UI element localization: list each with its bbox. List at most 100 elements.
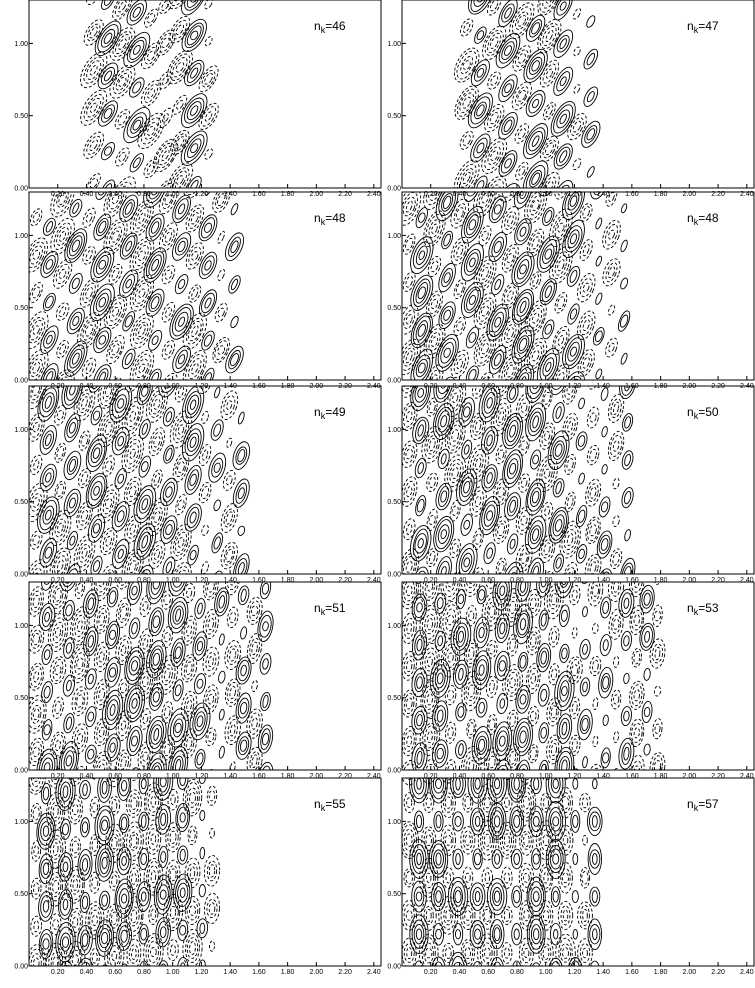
contour-line xyxy=(500,78,517,99)
contour-line xyxy=(427,618,434,630)
contour-line xyxy=(558,718,570,740)
contour-line xyxy=(457,203,488,245)
contour-line xyxy=(474,420,482,433)
contour-line xyxy=(555,481,563,494)
contour-line xyxy=(53,805,59,818)
contour-line xyxy=(534,778,539,790)
contour-line xyxy=(568,735,581,756)
contour-line xyxy=(467,131,495,165)
contour-line xyxy=(545,734,563,764)
contour-line xyxy=(592,697,598,709)
contour-line xyxy=(170,906,176,919)
contour-line xyxy=(113,544,129,565)
contour-line xyxy=(488,644,495,654)
contour-line xyxy=(499,115,517,137)
contour-line xyxy=(68,497,76,508)
contour-line xyxy=(451,543,459,554)
contour-line xyxy=(94,371,123,411)
contour-line xyxy=(457,279,488,320)
contour-line xyxy=(158,809,168,830)
contour-line xyxy=(495,148,520,179)
contour-line xyxy=(514,815,520,827)
contour-line xyxy=(54,226,71,247)
contour-line xyxy=(67,198,84,219)
contour-line xyxy=(121,198,137,219)
contour-line xyxy=(595,255,603,266)
contour-line xyxy=(174,493,189,516)
contour-line xyxy=(451,505,459,516)
contour-line xyxy=(411,629,428,660)
contour-line xyxy=(229,352,240,366)
contour-line xyxy=(578,473,586,485)
contour-line xyxy=(447,615,454,625)
contour-line xyxy=(87,597,95,610)
contour-line xyxy=(633,614,640,625)
contour-line xyxy=(612,515,620,527)
x-tick-label: 0.60 xyxy=(481,969,495,976)
contour-line xyxy=(517,689,529,709)
contour-line xyxy=(72,766,79,779)
contour-line xyxy=(554,443,563,457)
contour-line xyxy=(196,679,203,689)
contour-line xyxy=(209,941,215,951)
contour-line xyxy=(443,867,453,888)
contour-line xyxy=(414,495,428,517)
label-main: n xyxy=(687,211,694,225)
contour-line xyxy=(540,387,554,410)
contour-line xyxy=(414,811,423,832)
contour-line xyxy=(585,52,596,66)
contour-line xyxy=(463,557,470,567)
y-tick-label: 0.50 xyxy=(387,499,401,506)
contour-line xyxy=(609,548,624,570)
contour-line xyxy=(30,705,42,724)
contour-line xyxy=(128,560,137,573)
contour-line xyxy=(524,949,529,958)
contour-line xyxy=(99,777,109,799)
contour-line xyxy=(99,103,117,125)
contour-line xyxy=(434,668,446,688)
panel-label: nk=50 xyxy=(687,405,719,421)
contour-line xyxy=(414,634,426,655)
contour-line xyxy=(82,432,110,474)
contour-line xyxy=(121,780,127,791)
contour-line xyxy=(50,839,62,860)
contour-line xyxy=(139,746,151,767)
contour-line xyxy=(196,287,220,319)
contour-line xyxy=(157,885,169,905)
contour-line xyxy=(555,406,562,419)
contour-line xyxy=(173,348,189,370)
contour-line xyxy=(84,706,98,728)
contour-line xyxy=(60,819,71,840)
contour-line xyxy=(495,72,521,105)
contour-line xyxy=(121,930,128,942)
contour-line xyxy=(142,286,167,318)
contour-line xyxy=(80,509,89,521)
contour-line xyxy=(481,230,490,241)
contour-line xyxy=(229,724,235,736)
contour-line xyxy=(84,173,94,186)
contour-line xyxy=(444,685,457,706)
contour-line xyxy=(414,925,424,944)
contour-line xyxy=(403,655,415,676)
contour-line xyxy=(63,786,69,798)
contour-line xyxy=(106,662,119,682)
contour-line xyxy=(520,440,528,450)
contour-line xyxy=(592,660,599,672)
contour-line xyxy=(209,418,226,441)
contour-line xyxy=(550,923,561,945)
contour-line xyxy=(437,673,444,684)
contour-line xyxy=(482,467,497,489)
contour-line xyxy=(210,532,225,555)
contour-line xyxy=(140,928,147,940)
contour-line xyxy=(413,532,428,554)
x-tick-label: 1.80 xyxy=(281,969,295,976)
contour-line xyxy=(524,834,530,847)
contour-line xyxy=(85,901,105,939)
contour-line xyxy=(610,576,621,596)
contour-line xyxy=(226,719,239,742)
contour-line xyxy=(567,421,574,432)
contour-line xyxy=(54,339,70,360)
contour-line xyxy=(414,711,426,730)
contour-line xyxy=(481,139,508,172)
contour-line xyxy=(455,891,461,903)
